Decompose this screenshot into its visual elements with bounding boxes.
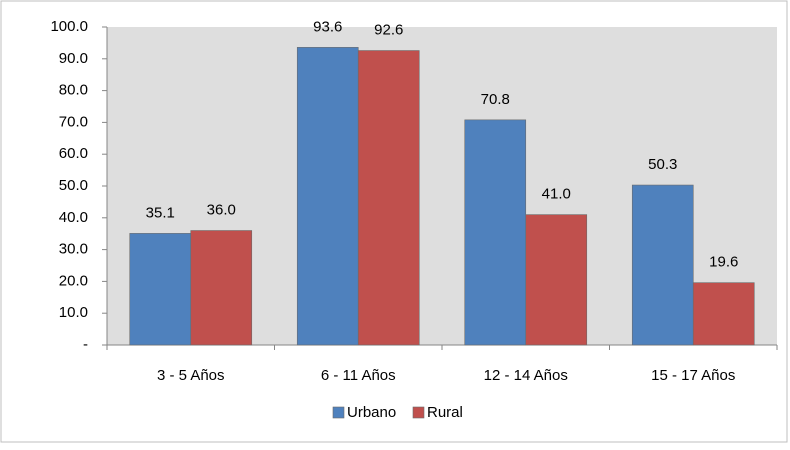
legend-label: Rural (427, 404, 463, 421)
legend-label: Urbano (347, 404, 396, 421)
y-tick-label: - (83, 336, 88, 353)
x-tick-label: 6 - 11 Años (321, 367, 396, 384)
y-tick-label: 50.0 (59, 177, 88, 194)
bar (464, 119, 527, 346)
bar (631, 184, 694, 346)
value-label: 50.3 (648, 156, 677, 173)
value-label: 70.8 (481, 91, 510, 108)
x-tick-label: 12 - 14 Años (484, 367, 568, 384)
value-label: 36.0 (207, 201, 236, 218)
bar (525, 214, 588, 346)
y-tick-label: 100.0 (50, 18, 88, 35)
bar (296, 47, 359, 346)
value-label: 19.6 (709, 254, 738, 271)
bar (357, 50, 420, 346)
value-label: 41.0 (542, 186, 571, 203)
value-label: 35.1 (146, 204, 175, 221)
y-tick-label: 60.0 (59, 145, 88, 162)
legend-swatch (332, 406, 345, 419)
y-tick-label: 40.0 (59, 209, 88, 226)
y-tick-label: 10.0 (59, 304, 88, 321)
y-tick-label: 70.0 (59, 113, 88, 130)
y-tick-label: 80.0 (59, 82, 88, 99)
bar (190, 230, 253, 346)
bar (692, 282, 755, 346)
x-tick-label: 3 - 5 Años (157, 367, 225, 384)
y-tick-label: 90.0 (59, 50, 88, 67)
bar (129, 233, 192, 346)
y-tick-label: 20.0 (59, 272, 88, 289)
y-tick-label: 30.0 (59, 241, 88, 258)
legend-swatch (412, 406, 425, 419)
value-label: 93.6 (313, 18, 342, 35)
value-label: 92.6 (374, 22, 403, 39)
x-tick-label: 15 - 17 Años (651, 367, 735, 384)
